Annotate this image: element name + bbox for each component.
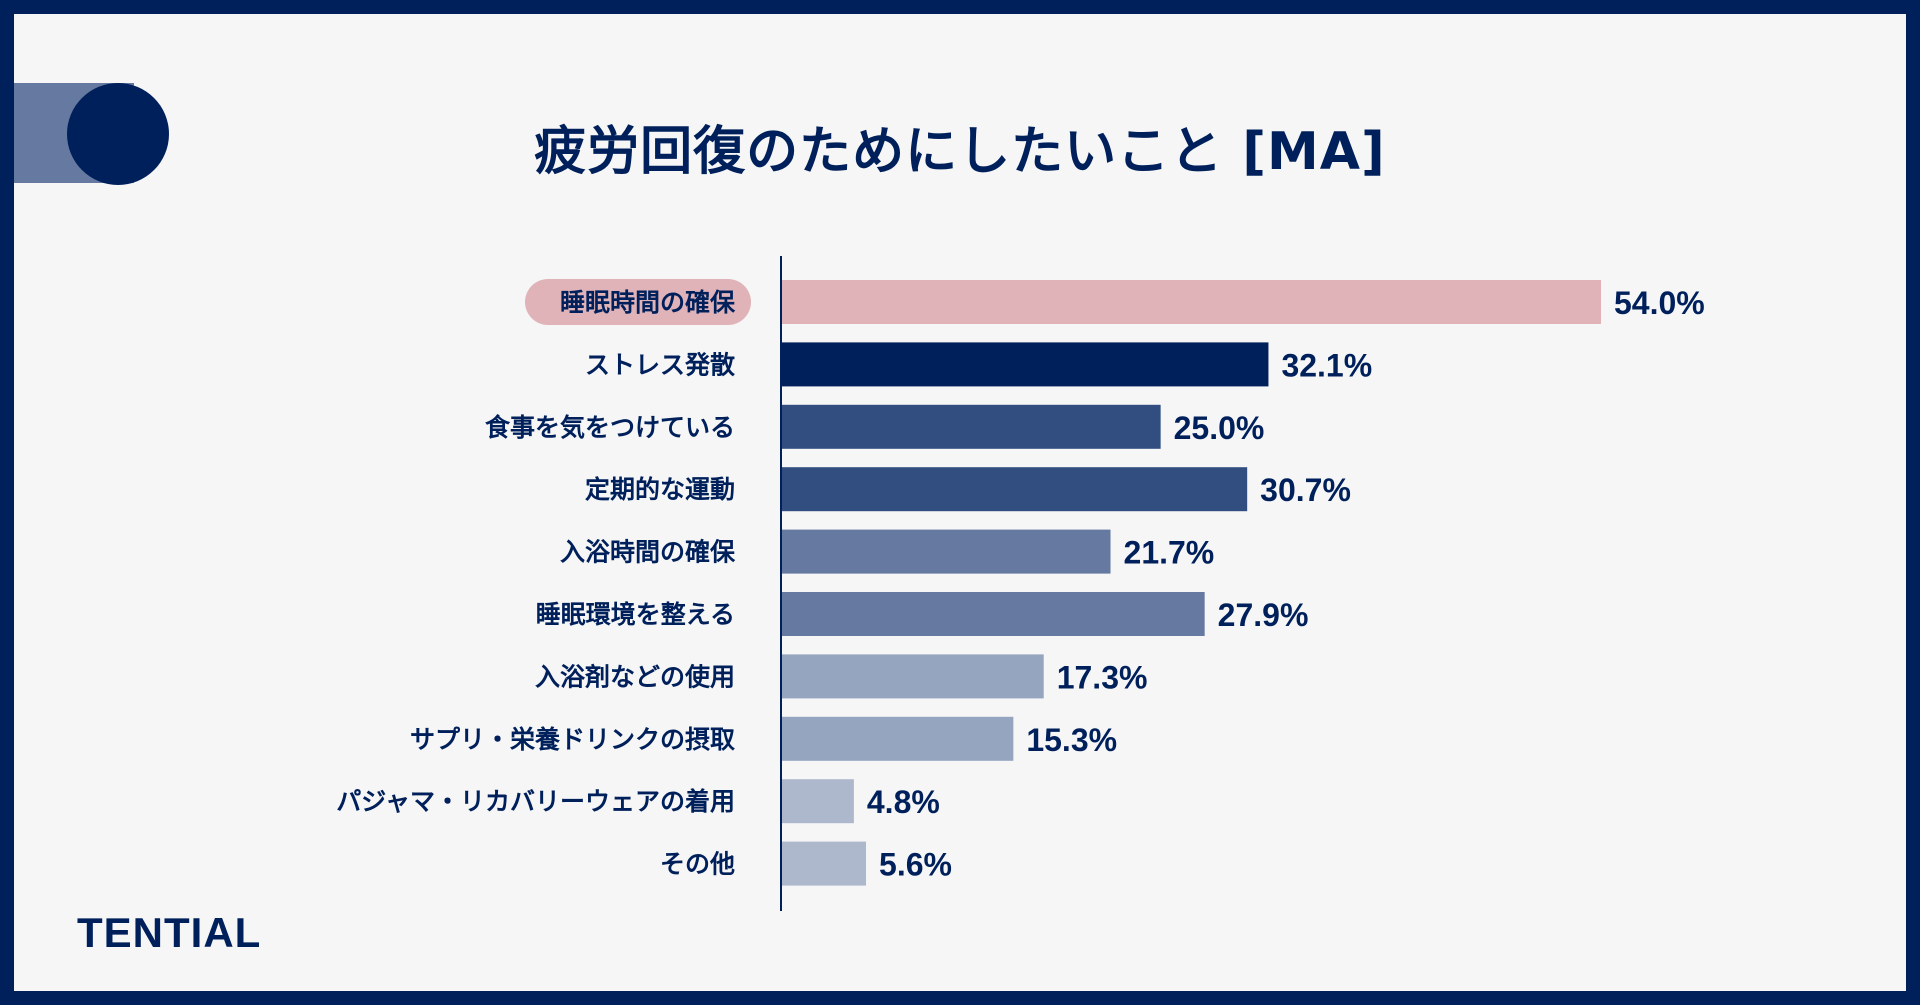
value-label: 32.1% bbox=[1281, 347, 1372, 383]
category-label: その他 bbox=[660, 850, 735, 879]
bar bbox=[781, 342, 1269, 387]
value-label: 21.7% bbox=[1124, 535, 1215, 571]
category-label: 食事を気をつけている bbox=[485, 413, 735, 442]
chart-title: 疲労回復のためにしたいこと [MA] bbox=[534, 122, 1386, 182]
value-label: 27.9% bbox=[1218, 597, 1309, 633]
category-label: パジャマ・リカバリーウェアの着用 bbox=[336, 787, 735, 816]
value-label: 25.0% bbox=[1174, 410, 1265, 446]
bar bbox=[781, 404, 1161, 449]
category-label: 睡眠環境を整える bbox=[536, 600, 735, 629]
category-label: 入浴時間の確保 bbox=[560, 538, 736, 567]
category-label: サプリ・栄養ドリンクの摂取 bbox=[410, 725, 735, 754]
value-label: 4.8% bbox=[867, 784, 940, 820]
value-label: 54.0% bbox=[1614, 285, 1705, 321]
category-label: 入浴剤などの使用 bbox=[535, 662, 735, 691]
bar bbox=[781, 280, 1601, 324]
category-label: ストレス発散 bbox=[585, 350, 735, 379]
value-label: 30.7% bbox=[1260, 472, 1351, 508]
brand-logo: TENTIAL bbox=[77, 909, 262, 956]
highlight-pill bbox=[525, 279, 751, 325]
decorative-circle bbox=[67, 83, 169, 185]
value-label: 17.3% bbox=[1057, 659, 1148, 695]
bar bbox=[781, 592, 1205, 636]
chart-frame: 疲労回復のためにしたいこと [MA] TENTIAL bbox=[14, 14, 1906, 991]
category-label: 定期的な運動 bbox=[585, 475, 735, 504]
category-label: 睡眠時間の確保 bbox=[560, 288, 736, 317]
bar bbox=[781, 654, 1044, 699]
bar bbox=[781, 467, 1248, 512]
bar bbox=[781, 779, 854, 824]
value-label: 5.6% bbox=[879, 847, 952, 883]
bar bbox=[781, 716, 1014, 761]
value-label: 15.3% bbox=[1026, 722, 1117, 758]
bar bbox=[781, 529, 1111, 574]
bar bbox=[781, 841, 867, 886]
